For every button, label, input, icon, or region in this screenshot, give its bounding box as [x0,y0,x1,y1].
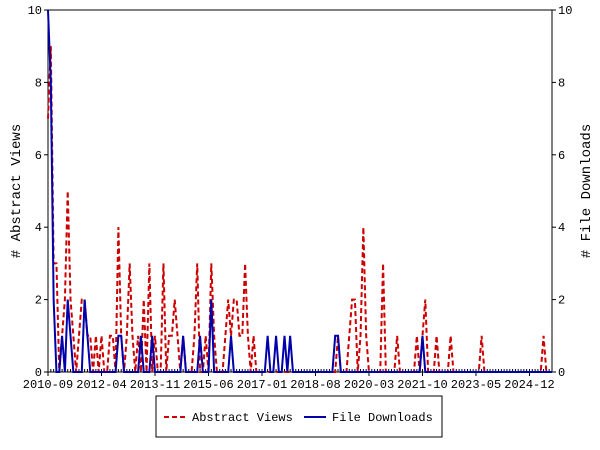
y-tick-label: 6 [35,149,42,163]
y-tick-label: 8 [35,76,42,90]
y-axis-title: # Abstract Views [9,124,25,258]
y2-tick-label: 2 [558,294,565,308]
x-tick-label: 2020-03 [344,378,394,392]
x-tick-label: 2012-04 [76,378,126,392]
x-tick-label: 2015-06 [183,378,233,392]
x-tick-label: 2017-01 [237,378,287,392]
x-tick-label: 2018-08 [290,378,340,392]
x-tick-label: 2010-09 [23,378,73,392]
legend-label: Abstract Views [192,411,293,425]
y2-axis-title: # File Downloads [579,124,595,258]
y2-tick-label: 10 [558,4,572,18]
x-tick-label: 2021-10 [397,378,447,392]
y2-tick-label: 6 [558,149,565,163]
x-tick-label: 2024-12 [504,378,554,392]
x-tick-label: 2013-11 [130,378,180,392]
y2-tick-label: 8 [558,76,565,90]
legend-label: File Downloads [332,411,433,425]
y-tick-label: 2 [35,294,42,308]
plot-frame [47,9,553,373]
y-tick-label: 0 [35,366,42,380]
legend-box [155,395,443,438]
series-line [47,46,552,373]
series-line [47,9,552,373]
y-tick-label: 4 [35,221,42,235]
y2-tick-label: 0 [558,366,565,380]
y2-tick-label: 4 [558,221,565,235]
x-tick-label: 2023-05 [451,378,501,392]
y-tick-label: 10 [28,4,42,18]
